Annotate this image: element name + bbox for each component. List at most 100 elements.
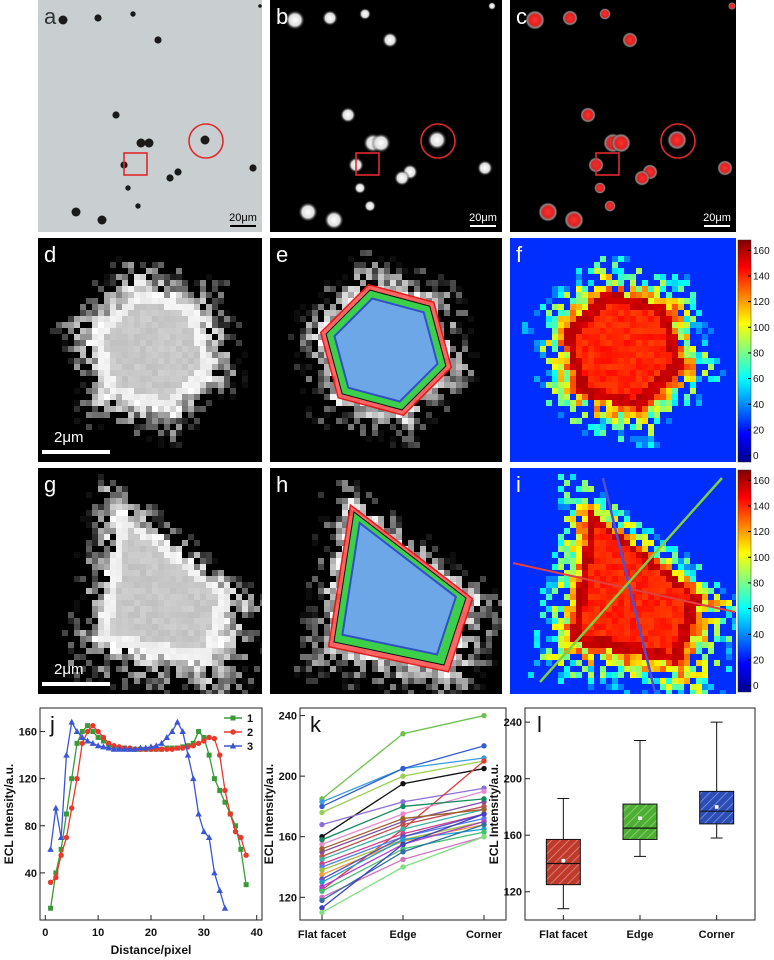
pixel [642,558,648,564]
pixel [570,510,576,516]
pixel [158,304,164,310]
marker [195,740,202,747]
pixel [188,406,194,412]
panel-label: e [276,242,288,267]
pixel [354,418,360,424]
particle [525,10,545,30]
pixel [188,678,194,684]
pixel [170,292,176,298]
pixel [306,588,312,594]
pixel [606,564,612,570]
pixel [98,370,104,376]
pixel [672,642,678,648]
pixel [612,558,618,564]
pixel [200,660,206,666]
pixel [164,370,170,376]
pixel [654,600,660,606]
pixel [306,334,312,340]
pixel [116,594,122,600]
pixel [438,298,444,304]
pixel [612,358,618,364]
pixel [116,618,122,624]
pixel [450,666,456,672]
pixel [224,690,230,694]
pixel [660,400,666,406]
y-tick-label: 160 [19,727,37,739]
pixel [128,654,134,660]
pixel [110,636,116,642]
pixel [420,690,426,694]
pixel [206,582,212,588]
pixel [558,576,564,582]
pixel [636,642,642,648]
pixel [660,600,666,606]
pixel [654,418,660,424]
pixel [110,624,116,630]
pixel [236,606,242,612]
marker [90,729,96,735]
pixel [260,642,262,648]
pixel [594,328,600,334]
pixel [164,346,170,352]
pixel [606,286,612,292]
pixel [152,594,158,600]
pixel [218,364,224,370]
pixel [206,352,212,358]
pixel [128,600,134,606]
pixel [176,552,182,558]
pixel [92,570,98,576]
pixel [230,636,236,642]
pixel [636,394,642,400]
pixel [414,672,420,678]
pixel [588,298,594,304]
pixel [324,588,330,594]
pixel [68,322,74,328]
pixel [570,382,576,388]
pixel [438,292,444,298]
pixel [74,618,80,624]
pixel [116,666,122,672]
pixel [612,630,618,636]
pixel [182,684,188,690]
pixel [384,528,390,534]
pixel [104,606,110,612]
pixel [146,268,152,274]
particle [371,133,391,153]
pixel [98,672,104,678]
pixel [134,424,140,430]
pixel [396,522,402,528]
pixel [648,436,654,442]
marker [481,758,487,764]
pixel [624,540,630,546]
pixel [104,486,110,492]
pixel [444,280,450,286]
pixel [158,522,164,528]
pixel [660,624,666,630]
pixel [492,588,498,594]
pixel [194,630,200,636]
marker [53,870,59,876]
pixel [384,666,390,672]
pixel [600,528,606,534]
pixel [98,474,104,480]
pixel [212,660,218,666]
pixel [468,606,474,612]
pixel [558,618,564,624]
pixel [606,334,612,340]
pixel [558,394,564,400]
pixel [206,370,212,376]
pixel [116,492,122,498]
pixel [152,370,158,376]
pixel [146,298,152,304]
pixel [570,648,576,654]
marker [400,849,406,855]
pixel [708,588,714,594]
pixel [152,504,158,510]
pixel [194,340,200,346]
pixel [642,442,648,448]
pixel [474,588,480,594]
pixel [134,564,140,570]
pixel [642,546,648,552]
pixel [624,606,630,612]
pixel [312,304,318,310]
